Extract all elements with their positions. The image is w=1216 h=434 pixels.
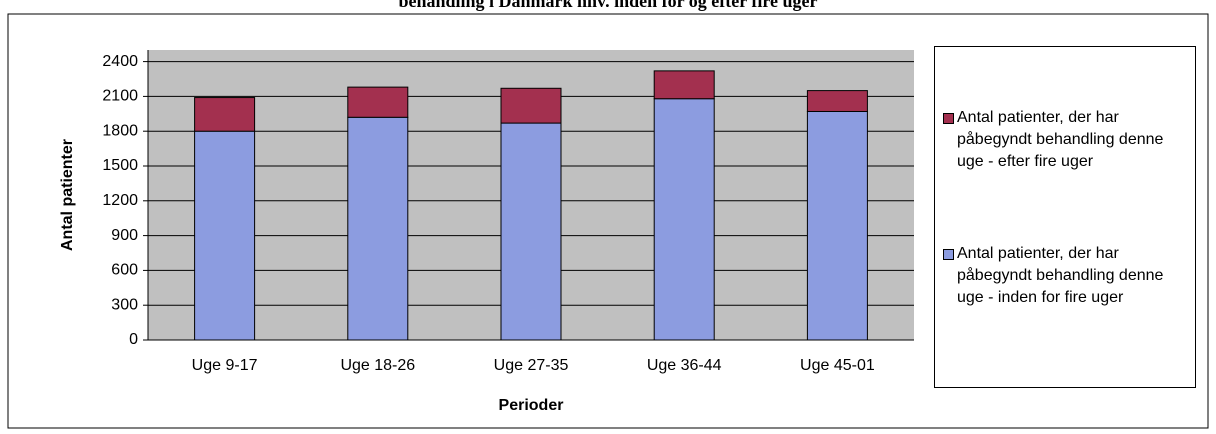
x-axis-title: Perioder (499, 397, 564, 414)
y-tick-label: 2100 (102, 88, 138, 105)
y-axis-title: Antal patienter (59, 139, 76, 251)
legend-swatch (943, 113, 954, 124)
legend-label: Antal patienter, der har påbegyndt behan… (957, 245, 1164, 306)
y-tick-label: 1500 (102, 157, 138, 174)
x-tick-label: Uge 36-44 (647, 357, 722, 374)
bar-segment (347, 116, 409, 341)
x-tick-label: Uge 27-35 (494, 357, 569, 374)
y-tick-label: 600 (111, 262, 138, 279)
bar-segment (194, 97, 256, 132)
bar-segment (500, 122, 562, 341)
legend-entry: Antal patienter, der har påbegyndt behan… (943, 243, 1189, 309)
legend-swatch (943, 249, 954, 260)
x-tick-label: Uge 18-26 (340, 357, 415, 374)
bar-segment (653, 70, 715, 100)
bar-segment (194, 130, 256, 341)
x-tick-label: Uge 45-01 (800, 357, 875, 374)
x-tick-label: Uge 9-17 (192, 357, 258, 374)
legend: Antal patienter, der har påbegyndt behan… (934, 46, 1196, 388)
frame (7, 13, 1209, 429)
y-tick-label: 900 (111, 227, 138, 244)
bar-segment (806, 110, 868, 341)
y-tick-label: 0 (129, 331, 138, 348)
chart-title: behandling i Danmark hhv. inden for og e… (398, 0, 817, 11)
bar-segment (806, 90, 868, 112)
legend-label: Antal patienter, der har påbegyndt behan… (957, 109, 1164, 170)
y-tick-label: 1200 (102, 192, 138, 209)
y-tick-label: 1800 (102, 122, 138, 139)
bar-segment (653, 98, 715, 341)
legend-entry: Antal patienter, der har påbegyndt behan… (943, 107, 1189, 173)
y-tick-label: 300 (111, 296, 138, 313)
bar-segment (500, 87, 562, 124)
bar-segment (347, 86, 409, 118)
y-tick-label: 2400 (102, 53, 138, 70)
